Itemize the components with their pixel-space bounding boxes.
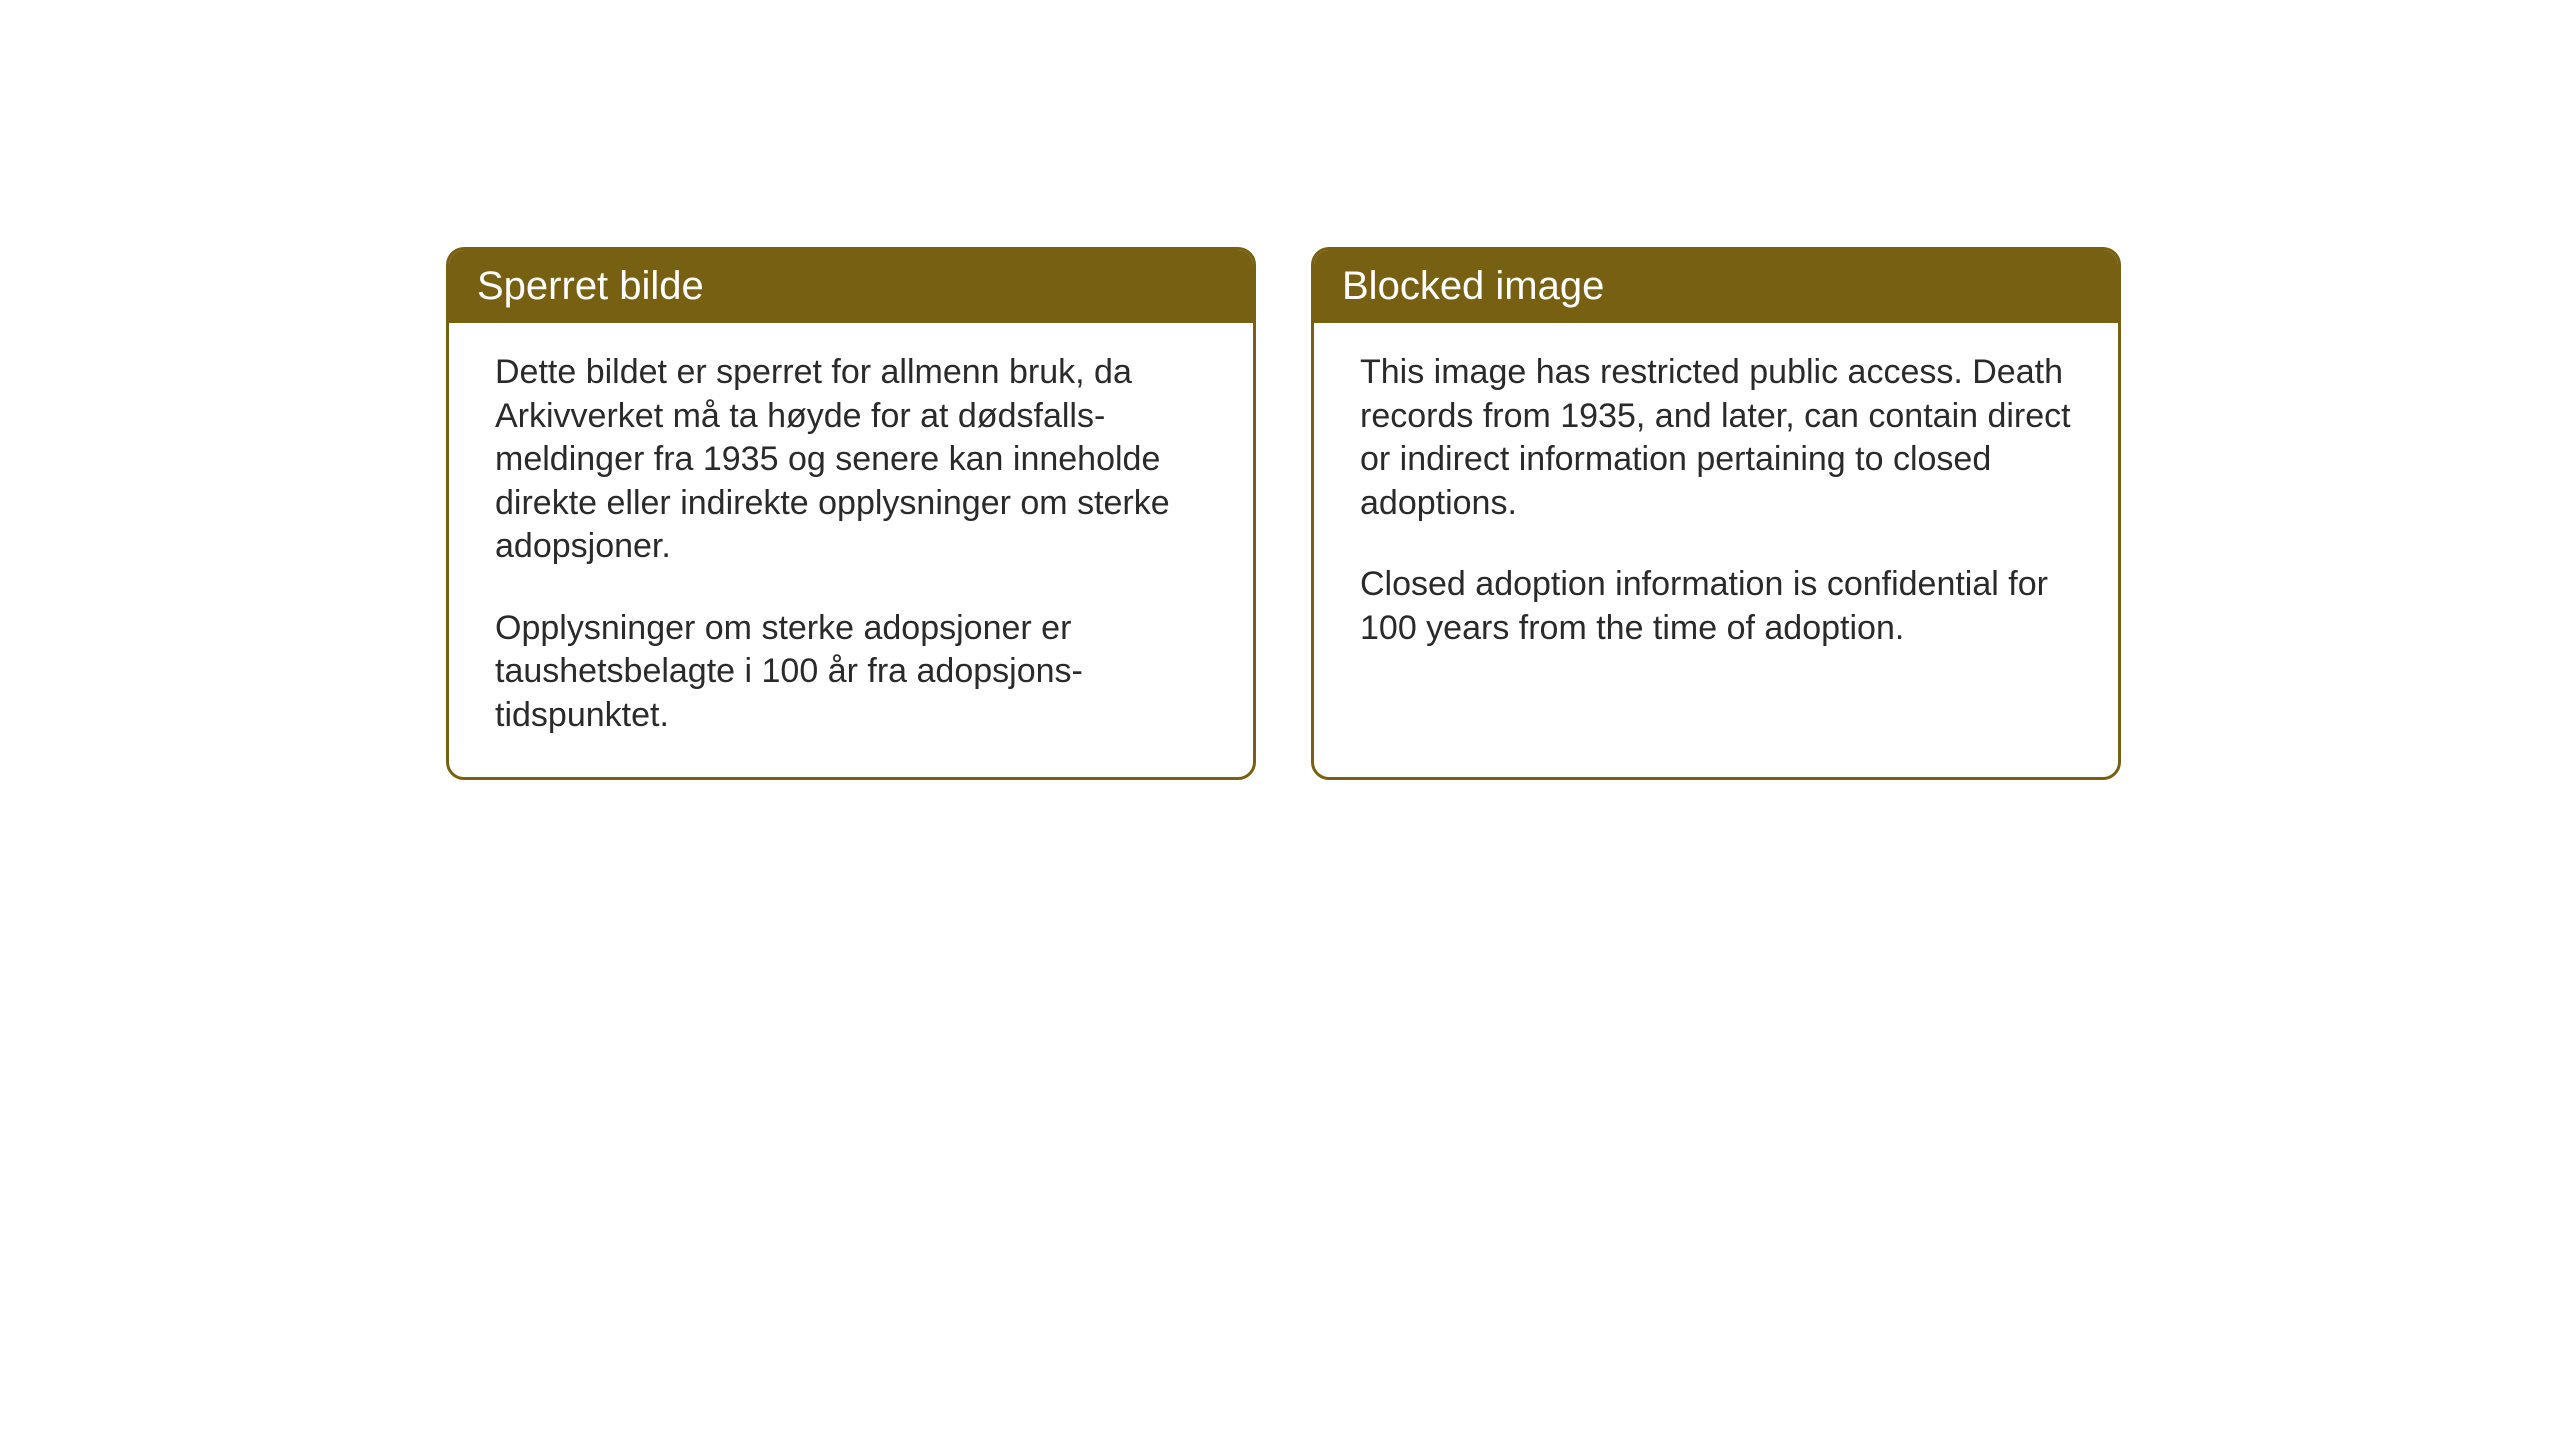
norwegian-card: Sperret bilde Dette bildet er sperret fo… — [446, 247, 1256, 780]
english-paragraph-2: Closed adoption information is confident… — [1360, 563, 2072, 650]
cards-container: Sperret bilde Dette bildet er sperret fo… — [446, 247, 2121, 780]
norwegian-card-title: Sperret bilde — [449, 250, 1253, 323]
norwegian-paragraph-2: Opplysninger om sterke adopsjoner er tau… — [495, 607, 1207, 738]
norwegian-paragraph-1: Dette bildet er sperret for allmenn bruk… — [495, 351, 1207, 569]
english-card-title: Blocked image — [1314, 250, 2118, 323]
english-card: Blocked image This image has restricted … — [1311, 247, 2121, 780]
english-paragraph-1: This image has restricted public access.… — [1360, 351, 2072, 525]
norwegian-card-body: Dette bildet er sperret for allmenn bruk… — [449, 323, 1253, 777]
english-card-body: This image has restricted public access.… — [1314, 323, 2118, 690]
